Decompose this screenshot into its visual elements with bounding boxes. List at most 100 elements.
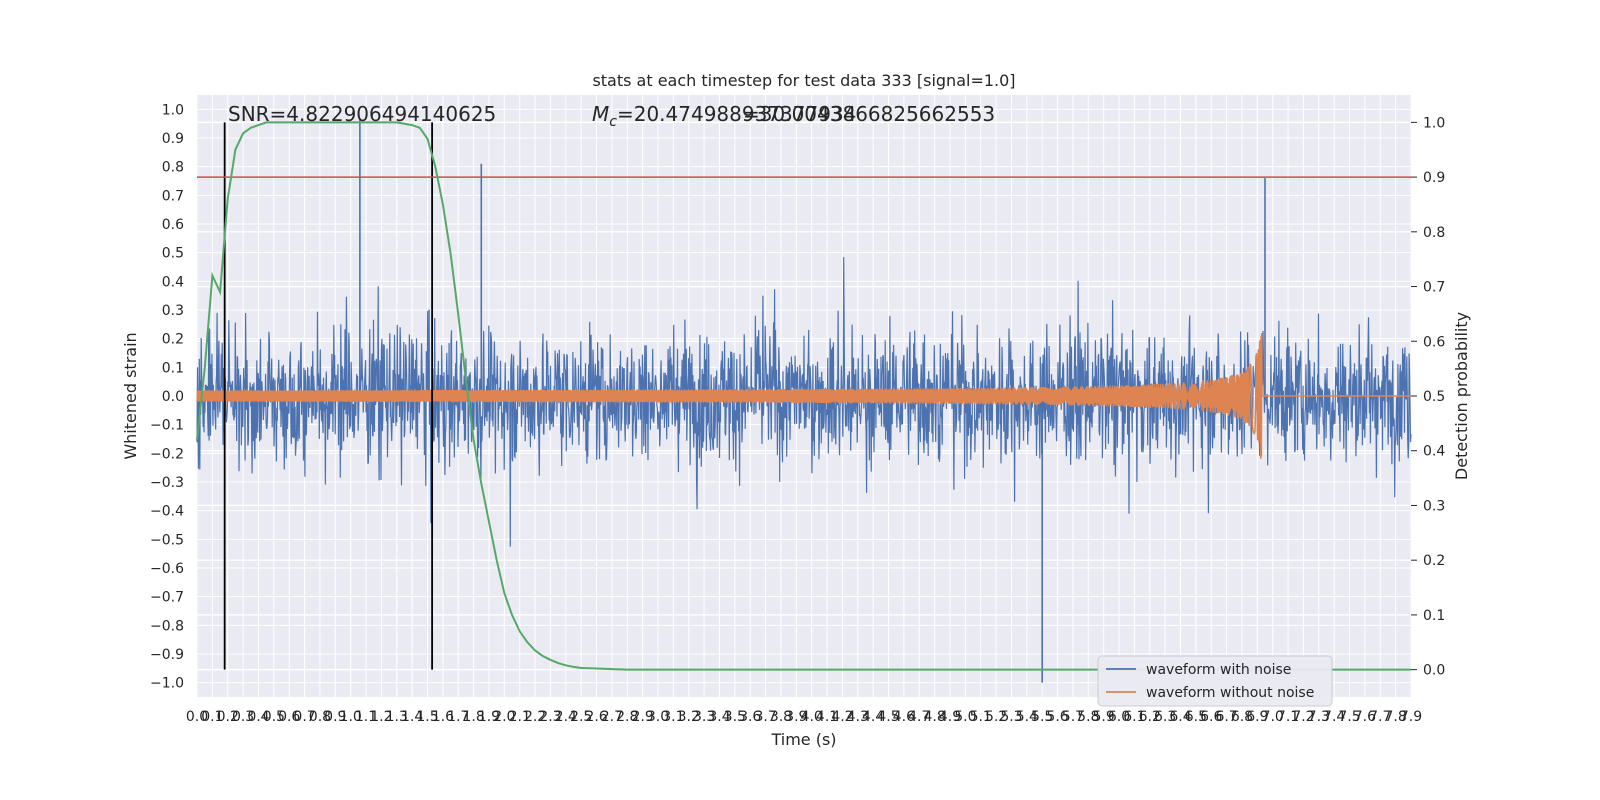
x-tick-label: 3.7 xyxy=(754,709,776,725)
y-right-tick-label: 0.8 xyxy=(1423,225,1445,241)
legend-label-clean: waveform without noise xyxy=(1146,685,1314,701)
chart-title: stats at each timestep for test data 333… xyxy=(592,71,1015,90)
clean-trace xyxy=(196,332,1411,459)
x-tick-label: 7.5 xyxy=(1338,709,1360,725)
x-tick-label: 4.5 xyxy=(877,709,899,725)
x-tick-label: 1.8 xyxy=(462,709,484,725)
x-tick-label: 5.9 xyxy=(1093,709,1115,725)
y-left-tick-label: −0.9 xyxy=(150,647,184,663)
x-tick-label: 6.4 xyxy=(1169,709,1191,725)
x-tick-label: 0.8 xyxy=(309,709,331,725)
x-tick-label: 3.5 xyxy=(724,709,746,725)
x-tick-label: 4.8 xyxy=(923,709,945,725)
x-tick-label: 7.9 xyxy=(1400,709,1422,725)
y-left-tick-label: 0.1 xyxy=(162,360,184,376)
x-tick-label: 1.0 xyxy=(340,709,362,725)
x-tick-label: 6.5 xyxy=(1185,709,1207,725)
x-tick-label: 1.7 xyxy=(447,709,469,725)
y-left-tick-label: −0.6 xyxy=(150,561,184,577)
x-tick-label: 0.6 xyxy=(278,709,300,725)
x-tick-label: 1.2 xyxy=(370,709,392,725)
x-tick-label: 5.5 xyxy=(1031,709,1053,725)
x-tick-label: 6.7 xyxy=(1215,709,1237,725)
x-tick-label: 6.0 xyxy=(1108,709,1130,725)
y-left-tick-label: 0.2 xyxy=(162,332,184,348)
probability-line xyxy=(196,121,1411,671)
x-tick-label: 2.6 xyxy=(585,709,607,725)
x-tick-label: 0.1 xyxy=(201,709,223,725)
x-tick-label: 0.4 xyxy=(247,709,269,725)
y-left-tick-label: −0.4 xyxy=(150,504,184,520)
x-tick-label: 6.2 xyxy=(1139,709,1161,725)
y-right-tick-label: 0.9 xyxy=(1423,170,1445,186)
x-tick-label: 3.1 xyxy=(662,709,684,725)
y-right-tick-label: 0.5 xyxy=(1423,389,1445,405)
chirp-mass-value: =20.474988937377934 xyxy=(617,102,856,126)
y-left-tick-label: 0.9 xyxy=(162,131,184,147)
legend: waveform with noise waveform without noi… xyxy=(1097,655,1333,707)
x-tick-label: 2.2 xyxy=(524,709,546,725)
y-left-tick-label: 0.8 xyxy=(162,160,184,176)
x-axis-label: Time (s) xyxy=(770,730,836,749)
noise-trace xyxy=(196,257,1412,547)
x-tick-label: 2.9 xyxy=(632,709,654,725)
y-left-tick-label: −0.3 xyxy=(150,475,184,491)
x-tick-label: 2.5 xyxy=(570,709,592,725)
x-tick-label: 0.0 xyxy=(186,709,208,725)
y-right-axis-label: Detection probability xyxy=(1452,312,1471,480)
x-tick-label: 5.7 xyxy=(1062,709,1084,725)
y-left-tick-label: 0.3 xyxy=(162,303,184,319)
y-left-tick-label: 0.7 xyxy=(162,188,184,204)
y-right-axis-ticks: 1.0 0.9 0.8 0.7 0.6 0.5 0.4 0.3 0.2 0.1 0.0 xyxy=(1411,115,1445,679)
x-tick-label: 5.4 xyxy=(1016,709,1038,725)
y-left-tick-label: 0.6 xyxy=(162,217,184,233)
x-tick-label: 3.3 xyxy=(693,709,715,725)
x-tick-label: 4.9 xyxy=(939,709,961,725)
x-tick-label: 5.2 xyxy=(985,709,1007,725)
y-left-tick-label: −0.7 xyxy=(150,590,184,606)
legend-label-noise: waveform with noise xyxy=(1146,662,1291,678)
x-tick-label: 6.9 xyxy=(1246,709,1268,725)
x-tick-label: 3.2 xyxy=(678,709,700,725)
y-right-tick-label: 1.0 xyxy=(1423,115,1445,131)
x-tick-label: 2.8 xyxy=(616,709,638,725)
chirp-mass-annotation: Mc=20.474988937377934 xyxy=(592,102,856,130)
x-tick-label: 5.0 xyxy=(954,709,976,725)
x-tick-label: 7.4 xyxy=(1323,709,1345,725)
x-tick-label: 7.0 xyxy=(1262,709,1284,725)
x-tick-label: 5.6 xyxy=(1046,709,1068,725)
x-tick-label: 2.0 xyxy=(493,709,515,725)
x-tick-label: 7.2 xyxy=(1292,709,1314,725)
y-right-tick-label: 0.1 xyxy=(1423,608,1445,624)
x-tick-label: 0.5 xyxy=(263,709,285,725)
x-tick-label: 2.1 xyxy=(509,709,531,725)
legend-box xyxy=(1097,655,1333,707)
x-tick-label: 3.4 xyxy=(708,709,730,725)
x-tick-label: 4.0 xyxy=(801,709,823,725)
x-tick-label: 4.2 xyxy=(831,709,853,725)
overlapping-annotation: =30.0043866825662553 xyxy=(743,102,995,126)
x-tick-label: 5.3 xyxy=(1000,709,1022,725)
series-detection-probability xyxy=(196,121,1411,671)
x-tick-label: 7.8 xyxy=(1385,709,1407,725)
x-tick-label: 7.3 xyxy=(1308,709,1330,725)
y-right-tick-label: 0.2 xyxy=(1423,553,1445,569)
chirp-mass-subscript: c xyxy=(609,114,617,130)
x-tick-label: 7.7 xyxy=(1369,709,1391,725)
x-tick-label: 6.3 xyxy=(1154,709,1176,725)
x-tick-label: 4.3 xyxy=(847,709,869,725)
y-left-tick-label: 0.5 xyxy=(162,246,184,262)
x-tick-label: 1.4 xyxy=(401,709,423,725)
y-right-tick-label: 0.4 xyxy=(1423,444,1445,460)
y-left-tick-label: −0.1 xyxy=(150,418,184,434)
y-left-tick-label: 0.0 xyxy=(162,389,184,405)
x-tick-label: 0.7 xyxy=(293,709,315,725)
y-right-tick-label: 0.3 xyxy=(1423,498,1445,514)
x-tick-label: 5.8 xyxy=(1077,709,1099,725)
x-tick-label: 2.4 xyxy=(555,709,577,725)
x-tick-label: 6.8 xyxy=(1231,709,1253,725)
x-tick-label: 1.1 xyxy=(355,709,377,725)
y-left-tick-label: −0.8 xyxy=(150,618,184,634)
x-tick-label: 3.9 xyxy=(785,709,807,725)
